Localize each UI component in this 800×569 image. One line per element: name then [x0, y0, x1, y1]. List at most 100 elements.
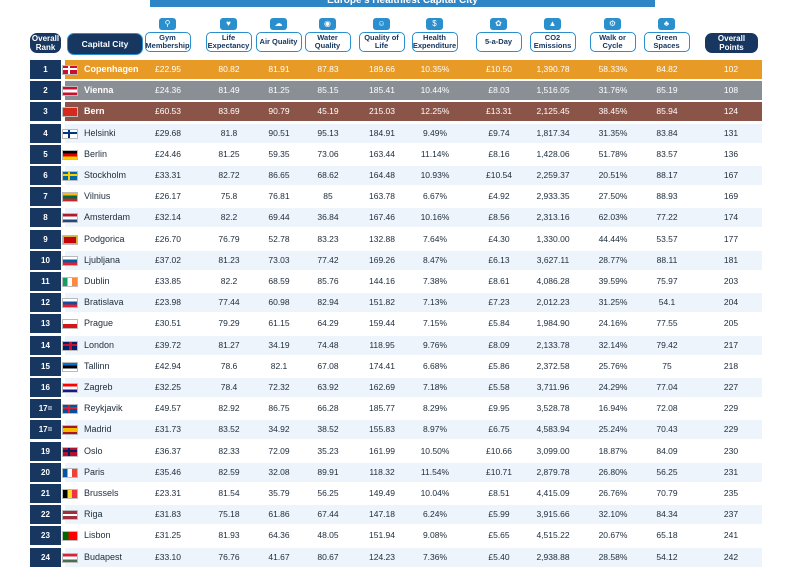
- overall-points-cell: 242: [723, 551, 739, 562]
- value-cell: 9.49%: [422, 127, 448, 138]
- column-header-label: Walk or Cycle: [589, 32, 636, 52]
- value-cell: 58.33%: [598, 64, 628, 74]
- flag-fi-icon: [62, 128, 78, 139]
- value-cell: 78.4: [220, 382, 238, 392]
- value-cell: £8.56: [488, 212, 510, 223]
- city-name: Riga: [84, 509, 103, 520]
- overall-points-cell: 230: [723, 445, 739, 456]
- city-name: Copenhagen: [84, 64, 139, 74]
- value-cell: £9.74: [488, 127, 510, 138]
- value-cell: 84.34: [656, 509, 678, 520]
- table-row: 8 Amsterdam £32.14 82.2 69.44 36.84 167.46 10.1…: [30, 208, 762, 229]
- value-cell: 82.2: [220, 276, 238, 286]
- value-cell: 39.59%: [598, 276, 628, 286]
- value-cell: 2,125.45: [536, 106, 570, 117]
- column-header-1: ♥ Life Expectancy: [205, 18, 252, 52]
- value-cell: £32.14: [155, 212, 181, 223]
- value-cell: 25.24%: [598, 424, 628, 435]
- value-cell: 52.78: [268, 233, 290, 244]
- value-cell: 84.82: [656, 64, 678, 74]
- column-header-label: Life Expectancy: [205, 32, 252, 52]
- value-cell: 68.59: [268, 276, 290, 286]
- value-cell: 159.44: [369, 318, 395, 329]
- value-cell: 3,627.11: [536, 254, 570, 265]
- overall-points-cell: 124: [723, 106, 739, 117]
- value-cell: 28.77%: [598, 254, 628, 265]
- value-cell: 24.16%: [598, 318, 628, 329]
- table-row: 17= Madrid £31.73 83.52 34.92 38.52 155.83 8.97…: [30, 420, 762, 441]
- value-cell: £36.37: [155, 445, 181, 456]
- value-cell: 25.76%: [598, 360, 628, 371]
- value-cell: 10.16%: [420, 212, 450, 223]
- overall-points-cell: 131: [723, 127, 739, 138]
- row-background: [65, 335, 762, 355]
- smile-icon: ☺: [373, 18, 390, 30]
- value-cell: 86.65: [268, 170, 290, 180]
- value-cell: 124.23: [369, 551, 395, 562]
- city-name: Dublin: [84, 276, 110, 286]
- value-cell: 66.28: [317, 403, 339, 414]
- column-header-0: ⚲ Gym Membership: [144, 18, 191, 52]
- value-cell: £5.58: [488, 382, 510, 392]
- value-cell: 51.78%: [598, 148, 628, 159]
- overall-points-cell: 237: [723, 509, 739, 520]
- value-cell: £42.94: [155, 360, 181, 371]
- value-cell: £24.46: [155, 148, 181, 159]
- city-name: Amsterdam: [84, 212, 131, 223]
- value-cell: 18.87%: [598, 445, 628, 456]
- overall-points-cell: 136: [723, 148, 739, 159]
- overall-points-cell: 227: [723, 382, 739, 392]
- rank-badge: 3: [30, 102, 61, 122]
- value-cell: £5.99: [488, 509, 510, 520]
- rank-badge: 20: [30, 462, 61, 482]
- value-cell: 32.10%: [598, 509, 628, 520]
- rank-badge: 24: [30, 547, 61, 567]
- table-row: 7 Vilnius £26.17 75.8 76.81 85 163.78 6.67% £4.9…: [30, 187, 762, 208]
- value-cell: £60.53: [155, 106, 181, 117]
- value-cell: 27.50%: [598, 191, 628, 202]
- flag-nl-icon: [62, 213, 78, 224]
- value-cell: 85: [323, 191, 333, 202]
- value-cell: 76.79: [218, 233, 240, 244]
- value-cell: £23.31: [155, 488, 181, 498]
- value-cell: 31.25%: [598, 297, 628, 308]
- value-cell: 12.25%: [420, 106, 450, 117]
- value-cell: 163.44: [369, 148, 395, 159]
- flag-se-icon: [62, 171, 78, 181]
- table-row: 4 Helsinki £29.68 81.8 90.51 95.13 184.91 9.49%…: [30, 123, 762, 145]
- table-row: 9 Podgorica £26.70 76.79 52.78 83.23 132.88 7.6…: [30, 229, 762, 251]
- value-cell: 65.18: [656, 530, 678, 541]
- value-cell: 10.44%: [420, 85, 450, 96]
- value-cell: 77.55: [656, 318, 678, 329]
- value-cell: 81.25: [268, 85, 290, 96]
- row-background: [65, 526, 762, 546]
- value-cell: 2,133.78: [536, 339, 570, 350]
- value-cell: 4,415.09: [536, 488, 570, 498]
- value-cell: 24.29%: [598, 382, 628, 392]
- city-name: Helsinki: [84, 127, 116, 138]
- value-cell: 2,938.88: [536, 551, 570, 562]
- value-cell: 1,390.78: [536, 64, 570, 74]
- row-background: [65, 505, 762, 525]
- value-cell: 3,528.78: [536, 403, 570, 414]
- value-cell: 80.82: [218, 64, 240, 74]
- value-cell: 85.76: [317, 276, 339, 286]
- value-cell: 86.75: [268, 403, 290, 414]
- value-cell: 78.6: [220, 360, 238, 371]
- value-cell: 54.1: [658, 297, 676, 308]
- overall-points-cell: 235: [723, 488, 739, 498]
- value-cell: 82.33: [218, 445, 240, 456]
- city-name: Zagreb: [84, 382, 113, 392]
- value-cell: 63.92: [317, 382, 339, 392]
- value-cell: 151.82: [369, 297, 395, 308]
- overall-points-cell: 229: [723, 403, 739, 414]
- overall-points-cell: 203: [723, 276, 739, 286]
- flag-sk-icon: [62, 298, 78, 309]
- value-cell: 87.83: [317, 64, 339, 74]
- value-cell: £13.31: [486, 106, 512, 117]
- value-cell: £5.40: [488, 551, 510, 562]
- value-cell: 6.67%: [422, 191, 448, 202]
- overall-points-cell: 231: [723, 466, 739, 477]
- city-name: Bratislava: [84, 297, 124, 308]
- value-cell: 45.19: [317, 106, 339, 117]
